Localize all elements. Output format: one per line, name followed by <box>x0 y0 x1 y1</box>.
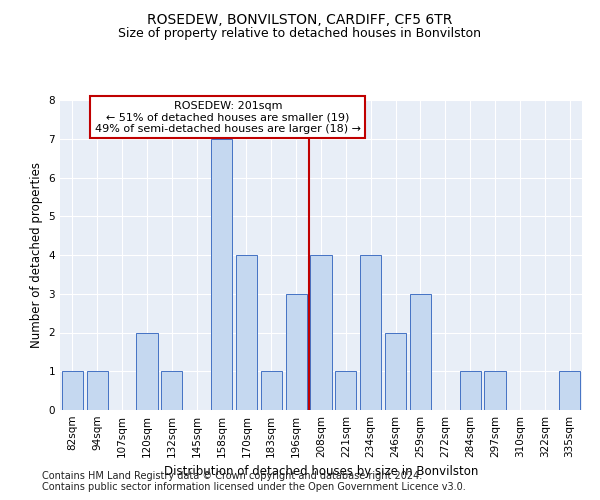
Bar <box>136 332 158 410</box>
Bar <box>286 294 307 410</box>
Text: Contains public sector information licensed under the Open Government Licence v3: Contains public sector information licen… <box>42 482 466 492</box>
Text: Size of property relative to detached houses in Bonvilston: Size of property relative to detached ho… <box>119 28 482 40</box>
Bar <box>410 294 431 410</box>
Bar <box>62 371 83 410</box>
Text: Contains HM Land Registry data © Crown copyright and database right 2024.: Contains HM Land Registry data © Crown c… <box>42 471 422 481</box>
Bar <box>161 371 182 410</box>
Bar <box>484 371 506 410</box>
Bar <box>211 138 232 410</box>
Bar <box>310 255 332 410</box>
Y-axis label: Number of detached properties: Number of detached properties <box>30 162 43 348</box>
Text: ROSEDEW: 201sqm
← 51% of detached houses are smaller (19)
49% of semi-detached h: ROSEDEW: 201sqm ← 51% of detached houses… <box>95 101 361 134</box>
Bar <box>460 371 481 410</box>
Text: ROSEDEW, BONVILSTON, CARDIFF, CF5 6TR: ROSEDEW, BONVILSTON, CARDIFF, CF5 6TR <box>148 12 452 26</box>
Bar <box>559 371 580 410</box>
Bar <box>236 255 257 410</box>
X-axis label: Distribution of detached houses by size in Bonvilston: Distribution of detached houses by size … <box>164 466 478 478</box>
Bar <box>87 371 108 410</box>
Bar <box>261 371 282 410</box>
Bar <box>360 255 381 410</box>
Bar <box>335 371 356 410</box>
Bar <box>385 332 406 410</box>
